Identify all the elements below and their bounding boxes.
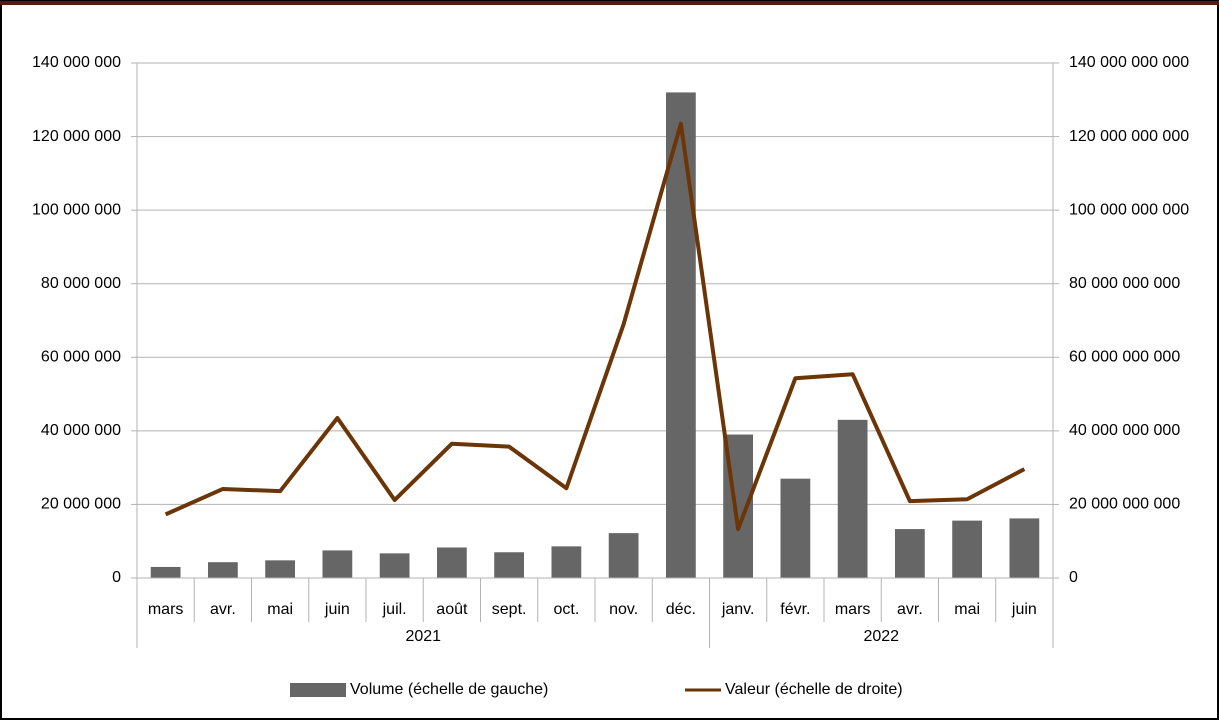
x-tick-label: nov. bbox=[609, 601, 638, 618]
bar bbox=[551, 546, 582, 578]
y2-tick-label: 20 000 000 000 bbox=[1069, 496, 1180, 513]
bar bbox=[322, 550, 353, 578]
legend-label: Volume (échelle de gauche) bbox=[350, 681, 548, 698]
x-tick-label: oct. bbox=[553, 601, 579, 618]
legend-swatch bbox=[290, 683, 346, 697]
bar bbox=[1009, 518, 1040, 578]
bar bbox=[207, 562, 238, 578]
bar bbox=[952, 520, 983, 578]
bar bbox=[265, 560, 296, 578]
y2-tick-label: 120 000 000 000 bbox=[1069, 128, 1189, 145]
bar bbox=[894, 529, 925, 578]
y2-tick-label: 100 000 000 000 bbox=[1069, 201, 1189, 218]
x-tick-label: juil. bbox=[382, 601, 407, 618]
y2-tick-label: 0 bbox=[1069, 569, 1078, 586]
x-tick-label: juin bbox=[1011, 601, 1037, 618]
x-tick-label: déc. bbox=[666, 601, 696, 618]
y-tick-label: 120 000 000 bbox=[32, 128, 121, 145]
y-tick-label: 80 000 000 bbox=[41, 275, 121, 292]
y2-tick-label: 80 000 000 000 bbox=[1069, 275, 1180, 292]
bar bbox=[436, 547, 467, 578]
bar bbox=[608, 533, 639, 578]
y-tick-label: 20 000 000 bbox=[41, 496, 121, 513]
x-tick-label: avr. bbox=[210, 601, 236, 618]
x-tick-label: mai bbox=[267, 601, 293, 618]
x-group-label: 2021 bbox=[405, 628, 441, 645]
bar bbox=[494, 552, 525, 578]
bar bbox=[379, 553, 410, 578]
legend-label: Valeur (échelle de droite) bbox=[725, 681, 903, 698]
x-tick-label: févr. bbox=[780, 601, 810, 618]
bar bbox=[780, 478, 811, 578]
x-tick-label: juin bbox=[324, 601, 350, 618]
y-tick-label: 0 bbox=[112, 569, 121, 586]
y2-tick-label: 40 000 000 000 bbox=[1069, 422, 1180, 439]
x-tick-label: sept. bbox=[492, 601, 527, 618]
bar bbox=[665, 92, 696, 578]
x-tick-label: avr. bbox=[897, 601, 923, 618]
y-tick-label: 100 000 000 bbox=[32, 201, 121, 218]
y-tick-label: 60 000 000 bbox=[41, 349, 121, 366]
bar bbox=[837, 419, 868, 578]
x-tick-label: août bbox=[436, 601, 468, 618]
x-tick-label: mai bbox=[954, 601, 980, 618]
x-tick-label: janv. bbox=[721, 601, 755, 618]
bar bbox=[150, 566, 181, 578]
line bbox=[164, 121, 1026, 532]
y2-tick-label: 60 000 000 000 bbox=[1069, 349, 1180, 366]
y2-tick-label: 140 000 000 000 bbox=[1069, 54, 1189, 71]
x-tick-label: mars bbox=[835, 601, 871, 618]
y-tick-label: 40 000 000 bbox=[41, 422, 121, 439]
x-group-label: 2022 bbox=[863, 628, 899, 645]
y-tick-label: 140 000 000 bbox=[32, 54, 121, 71]
x-tick-label: mars bbox=[148, 601, 184, 618]
